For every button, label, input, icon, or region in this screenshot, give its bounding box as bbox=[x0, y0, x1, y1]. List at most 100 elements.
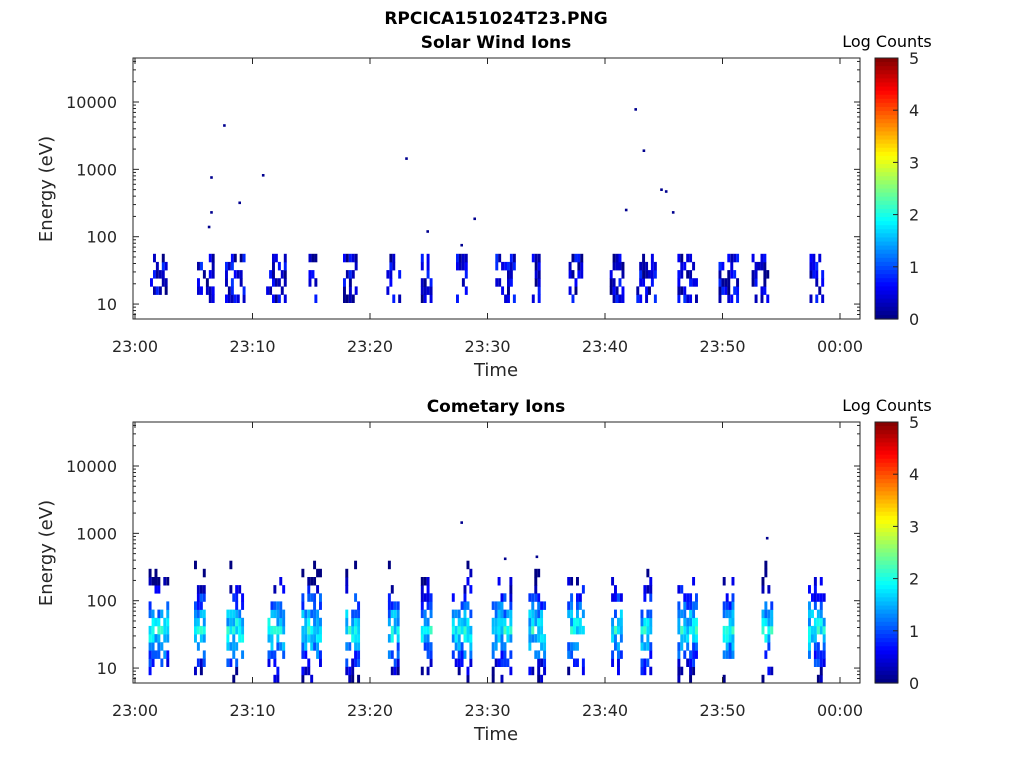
x-axis-label: Time bbox=[473, 360, 518, 381]
spectrogram-cell bbox=[727, 286, 731, 295]
spectrogram-cell bbox=[731, 625, 735, 635]
spectrogram-cell bbox=[423, 278, 427, 287]
spectrogram-cell bbox=[766, 270, 770, 279]
colorbar-swatch bbox=[875, 642, 898, 647]
spectrogram-cell bbox=[809, 294, 813, 303]
spectrogram-cell bbox=[316, 634, 320, 643]
spectrogram-cell bbox=[276, 666, 280, 676]
spectrogram-cell bbox=[316, 609, 320, 619]
spectrogram-cell bbox=[646, 585, 650, 594]
colorbar-tick-label: 5 bbox=[909, 49, 919, 68]
spectrogram-cell bbox=[495, 253, 499, 263]
spectrogram-cell bbox=[351, 666, 355, 676]
spectrogram-cell bbox=[754, 294, 758, 303]
spectrogram-cell bbox=[460, 617, 464, 627]
colorbar: 0 1 2 3 4 5 bbox=[874, 413, 919, 693]
spectrogram-cell bbox=[543, 634, 547, 643]
spectrogram-cell bbox=[151, 577, 155, 586]
spectrogram-cell bbox=[196, 609, 200, 619]
colorbar-swatch bbox=[875, 212, 898, 218]
spectrogram-cell bbox=[211, 270, 215, 279]
spectrogram-cell bbox=[386, 270, 390, 279]
spectrogram-cell bbox=[819, 617, 823, 627]
colorbar-swatch bbox=[875, 294, 898, 300]
spectrogram-cell bbox=[770, 666, 774, 676]
spectrogram-cell bbox=[819, 674, 823, 684]
spectrogram-cell bbox=[233, 294, 237, 303]
spectrogram-cell bbox=[646, 625, 650, 635]
data-point bbox=[238, 201, 241, 205]
spectrogram-cell bbox=[619, 650, 623, 659]
spectrogram-cell bbox=[197, 286, 200, 295]
spectrogram-cell bbox=[313, 625, 317, 635]
spectrogram-cell bbox=[423, 625, 427, 635]
spectrogram-cell bbox=[764, 617, 768, 627]
spectrogram-cell bbox=[494, 625, 498, 635]
spectrogram-cell bbox=[528, 593, 532, 602]
spectrogram-cell bbox=[614, 625, 617, 635]
spectrogram-cell bbox=[725, 650, 729, 659]
spectrogram-cell bbox=[497, 609, 501, 619]
spectrogram-cell bbox=[279, 617, 283, 627]
colorbar-swatch bbox=[875, 621, 898, 627]
spectrogram-cell bbox=[808, 601, 811, 610]
spectrogram-cell bbox=[426, 601, 430, 610]
spectrogram-cell bbox=[509, 577, 513, 586]
spectrogram-cell bbox=[619, 634, 623, 643]
spectrogram-cell bbox=[267, 634, 271, 643]
spectrogram-cell bbox=[567, 577, 571, 586]
spectrogram-cell bbox=[357, 674, 361, 684]
spectrogram-cell bbox=[393, 666, 397, 676]
spectrogram-cell bbox=[692, 658, 696, 667]
spectrogram-cell bbox=[648, 286, 651, 295]
spectrogram-cell bbox=[229, 617, 233, 627]
spectrogram-cell bbox=[354, 658, 358, 667]
spectrogram-cell bbox=[307, 625, 311, 635]
spectrogram-cell bbox=[537, 253, 541, 263]
colorbar-swatch bbox=[875, 515, 898, 521]
spectrogram-cell bbox=[491, 650, 495, 659]
spectrogram-cell bbox=[351, 609, 355, 619]
spectrogram-cell bbox=[396, 666, 400, 676]
spectrogram-cell bbox=[238, 625, 242, 635]
spectrogram-cell bbox=[235, 625, 239, 635]
spectrogram-cell bbox=[491, 617, 495, 627]
spectrogram-cell bbox=[534, 634, 538, 643]
spectrogram-cell bbox=[148, 642, 152, 651]
spectrogram-cell bbox=[534, 617, 538, 627]
data-point bbox=[210, 211, 213, 214]
spectrogram-cell bbox=[570, 642, 574, 651]
spectrogram-cell bbox=[282, 650, 286, 659]
spectrogram-cell bbox=[166, 617, 170, 627]
spectrogram-cell bbox=[621, 261, 625, 271]
spectrogram-cell bbox=[816, 650, 820, 659]
spectrogram-cell bbox=[457, 658, 461, 667]
spectrogram-cell bbox=[279, 577, 283, 586]
spectrogram-cell bbox=[387, 634, 391, 643]
colorbar-swatch bbox=[875, 314, 898, 320]
y-tick-label: 1000 bbox=[76, 160, 117, 179]
spectrogram-cell bbox=[650, 261, 654, 271]
colorbar-swatch bbox=[875, 593, 898, 598]
spectrogram-cell bbox=[760, 253, 764, 263]
spectrogram-cell bbox=[229, 585, 233, 594]
spectrogram-cell bbox=[348, 625, 352, 635]
spectrogram-cell bbox=[307, 585, 311, 594]
y-tick-label: 100 bbox=[86, 228, 117, 247]
spectrogram-cell bbox=[429, 658, 433, 667]
spectrogram-cell bbox=[813, 577, 817, 586]
spectrogram-cell bbox=[731, 650, 735, 659]
colorbar-swatch bbox=[875, 139, 898, 145]
spectrogram-cell bbox=[619, 609, 623, 619]
spectrogram-cell bbox=[229, 625, 233, 635]
colorbar-swatch bbox=[875, 172, 898, 177]
spectrogram-cell bbox=[226, 625, 230, 635]
spectrogram-cell bbox=[148, 625, 152, 635]
spectrogram-cell bbox=[581, 666, 585, 676]
colorbar-swatch bbox=[875, 454, 898, 460]
spectrogram-cell bbox=[615, 253, 619, 263]
spectrogram-cell bbox=[567, 650, 571, 659]
spectrogram-cell bbox=[155, 270, 159, 279]
spectrogram-cell bbox=[460, 601, 464, 610]
spectrogram-cell bbox=[429, 609, 433, 619]
